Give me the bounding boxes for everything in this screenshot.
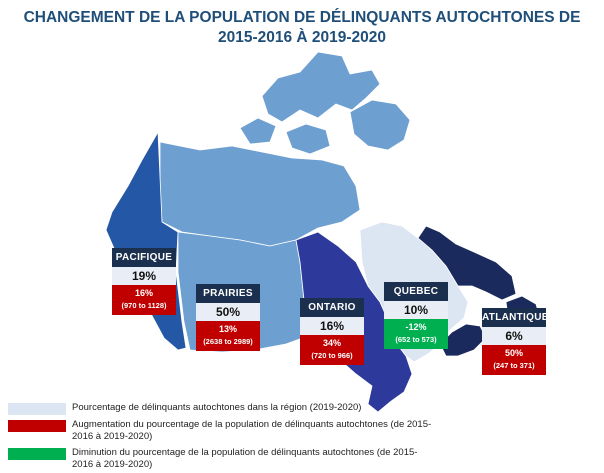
- change-percent: 50%: [504, 348, 523, 358]
- callout-quebec: QUEBEC 10% -12% (652 to 573): [384, 282, 448, 349]
- change-range: (970 to 1128): [121, 301, 167, 310]
- arctic-island-3: [239, 117, 277, 145]
- callout-atlantic: ATLANTIQUE 6% 50% (247 to 371): [482, 308, 548, 375]
- region-share: 19%: [112, 267, 176, 285]
- red-swatch-icon: [8, 420, 66, 432]
- region-name: ONTARIO: [300, 298, 364, 317]
- change-percent: 16%: [134, 288, 153, 298]
- legend-label: Augmentation du pourcentage de la popula…: [72, 419, 432, 442]
- region-share: 16%: [300, 317, 364, 335]
- page-title: CHANGEMENT DE LA POPULATION DE DÉLINQUAN…: [23, 9, 581, 46]
- callout-pacific: PACIFIQUE 19% 16% (970 to 1128): [112, 248, 176, 315]
- region-name: PACIFIQUE: [112, 248, 176, 267]
- change-range: (2638 to 2989): [203, 337, 253, 346]
- region-share: 50%: [196, 303, 260, 321]
- region-change: 50% (247 to 371): [482, 345, 546, 375]
- change-range: (652 to 573): [395, 335, 437, 344]
- legend-label: Pourcentage de délinquants autochtones d…: [72, 402, 362, 413]
- arctic-island-2: [349, 99, 411, 151]
- region-name: QUEBEC: [384, 282, 448, 301]
- change-percent: -12%: [405, 322, 427, 332]
- change-percent: 34%: [322, 338, 341, 348]
- arctic-island-4: [285, 123, 331, 155]
- region-change: 16% (970 to 1128): [112, 285, 176, 315]
- region-share: 10%: [384, 301, 448, 319]
- region-name: PRAIRIES: [196, 284, 260, 303]
- region-share: 6%: [482, 327, 546, 345]
- callout-ontario: ONTARIO 16% 34% (720 to 966): [300, 298, 364, 365]
- region-change: 34% (720 to 966): [300, 335, 364, 365]
- region-name: ATLANTIQUE: [482, 308, 548, 327]
- change-percent: 13%: [218, 324, 237, 334]
- region-change: 13% (2638 to 2989): [196, 321, 260, 351]
- region-atlantic: [417, 225, 517, 301]
- change-range: (247 to 371): [493, 361, 535, 370]
- region-change: -12% (652 to 573): [384, 319, 448, 349]
- green-swatch-icon: [8, 448, 66, 460]
- change-range: (720 to 966): [311, 351, 353, 360]
- light-blue-swatch-icon: [8, 403, 66, 415]
- legend-label: Diminution du pourcentage de la populati…: [72, 447, 418, 470]
- callout-prairies: PRAIRIES 50% 13% (2638 to 2989): [196, 284, 260, 351]
- northern-territories: [159, 141, 361, 247]
- arctic-islands: [261, 51, 381, 123]
